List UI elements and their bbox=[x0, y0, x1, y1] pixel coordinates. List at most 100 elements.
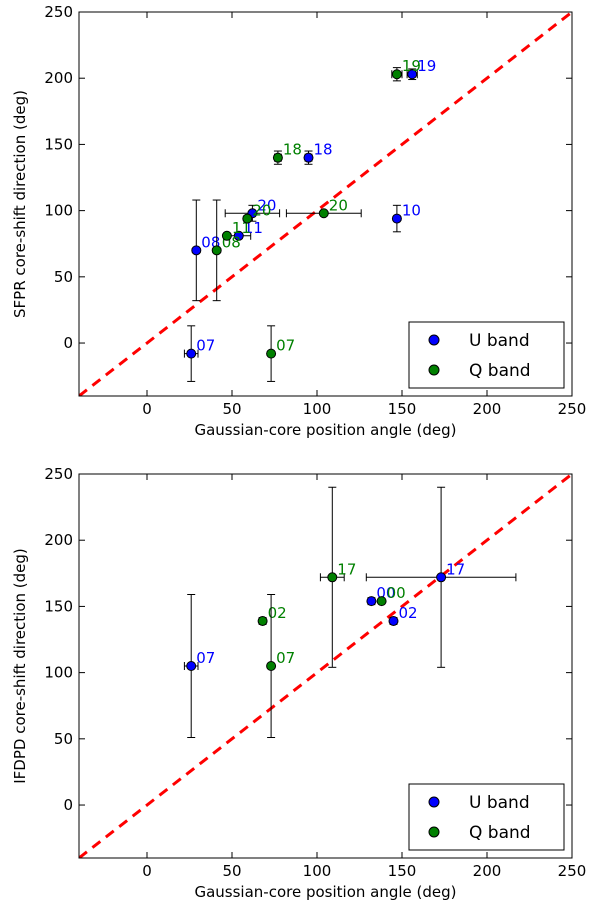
point-label: 07 bbox=[276, 649, 295, 667]
legend: U band Q band bbox=[408, 783, 565, 851]
point-label: 07 bbox=[196, 649, 215, 667]
data-point: 07 bbox=[266, 593, 295, 739]
plot-frame bbox=[78, 11, 573, 397]
data-point: 08 bbox=[191, 199, 220, 302]
x-tick-label: 100 bbox=[303, 400, 332, 418]
point-marker bbox=[436, 572, 447, 583]
x-tick-label: 150 bbox=[388, 400, 417, 418]
point-marker bbox=[391, 213, 402, 224]
y-tick-label: 50 bbox=[54, 730, 73, 748]
data-point: 07 bbox=[183, 325, 215, 382]
point-marker bbox=[191, 245, 202, 256]
point-marker bbox=[388, 615, 399, 626]
data-point: 17 bbox=[365, 486, 517, 668]
y-tick-label: 0 bbox=[63, 334, 73, 352]
point-marker bbox=[318, 208, 329, 219]
x-tick-label: 250 bbox=[558, 862, 587, 880]
y-tick-label: 250 bbox=[44, 3, 73, 21]
data-point: 08 bbox=[211, 199, 241, 302]
point-marker bbox=[186, 661, 197, 671]
legend-label: Q band bbox=[469, 361, 531, 381]
data-point: 10 bbox=[391, 202, 421, 233]
point-marker bbox=[366, 596, 377, 607]
y-tick-label: 50 bbox=[54, 268, 73, 286]
x-tick-label: 150 bbox=[388, 862, 417, 880]
point-label: 07 bbox=[276, 337, 295, 355]
point-label: 02 bbox=[399, 604, 418, 622]
y-axis-label: IFDPD core-shift direction (deg) bbox=[11, 548, 29, 784]
x-tick-label: 100 bbox=[303, 862, 332, 880]
data-point: 20 bbox=[285, 196, 362, 219]
data-point: 19 bbox=[406, 57, 436, 81]
point-label: 20 bbox=[329, 196, 348, 214]
point-label: 18 bbox=[283, 141, 302, 159]
point-label: 20 bbox=[252, 202, 271, 220]
x-tick-label: 50 bbox=[222, 400, 241, 418]
legend-label: Q band bbox=[469, 823, 531, 843]
x-tick-label: 200 bbox=[473, 400, 502, 418]
point-marker bbox=[407, 69, 418, 80]
point-label: 17 bbox=[337, 560, 356, 578]
x-tick-label: 50 bbox=[222, 862, 241, 880]
data-point: 07 bbox=[266, 325, 295, 382]
y-tick-label: 100 bbox=[44, 664, 73, 682]
data-point: 19 bbox=[391, 57, 421, 82]
legend-label: U band bbox=[469, 793, 530, 813]
legend-marker bbox=[428, 796, 440, 808]
data-point: 00 bbox=[376, 584, 406, 607]
legend-box bbox=[408, 321, 565, 389]
x-tick-label: 250 bbox=[558, 400, 587, 418]
data-point: 17 bbox=[319, 486, 356, 668]
y-tick-label: 100 bbox=[44, 202, 73, 220]
y-tick-label: 0 bbox=[63, 796, 73, 814]
point-marker bbox=[327, 572, 338, 583]
y-tick-label: 200 bbox=[44, 531, 73, 549]
point-label: 00 bbox=[387, 584, 406, 602]
legend-marker bbox=[428, 364, 440, 376]
point-label: 20 bbox=[257, 196, 276, 214]
point-label: 19 bbox=[417, 57, 436, 75]
plot-frame bbox=[78, 473, 573, 859]
x-tick-label: 0 bbox=[142, 400, 152, 418]
data-point: 20 bbox=[242, 202, 271, 224]
point-marker bbox=[233, 230, 244, 241]
point-marker bbox=[266, 348, 277, 359]
y-tick-label: 150 bbox=[44, 135, 73, 153]
point-marker bbox=[221, 230, 232, 241]
diagonal-line bbox=[79, 12, 572, 396]
data-point: 18 bbox=[303, 141, 333, 165]
legend: U band Q band bbox=[408, 321, 565, 389]
x-axis-label: Gaussian-core position angle (deg) bbox=[194, 883, 456, 901]
x-tick-label: 200 bbox=[473, 862, 502, 880]
legend-marker bbox=[428, 334, 440, 346]
point-label: 18 bbox=[314, 141, 333, 159]
point-label: 07 bbox=[196, 337, 215, 355]
point-marker bbox=[376, 596, 387, 607]
data-point: 02 bbox=[388, 604, 418, 626]
point-marker bbox=[211, 245, 222, 256]
point-marker bbox=[272, 152, 283, 163]
point-marker bbox=[257, 615, 268, 626]
legend-box bbox=[408, 783, 565, 851]
y-axis-label: SFPR core-shift direction (deg) bbox=[11, 90, 29, 318]
point-marker bbox=[266, 661, 277, 671]
data-point: 18 bbox=[272, 141, 302, 165]
point-label: 10 bbox=[402, 202, 421, 220]
data-point: 02 bbox=[257, 604, 287, 626]
data-point: 07 bbox=[183, 593, 215, 739]
x-tick-label: 0 bbox=[142, 862, 152, 880]
y-tick-label: 150 bbox=[44, 597, 73, 615]
point-label: 19 bbox=[402, 57, 421, 75]
point-label: 17 bbox=[446, 560, 465, 578]
point-marker bbox=[391, 69, 402, 80]
point-marker bbox=[303, 152, 314, 163]
x-axis-label: Gaussian-core position angle (deg) bbox=[194, 421, 456, 439]
legend-label: U band bbox=[469, 331, 530, 351]
data-point: 20 bbox=[224, 196, 281, 222]
y-tick-label: 200 bbox=[44, 69, 73, 87]
y-tick-label: 250 bbox=[44, 465, 73, 483]
legend-marker bbox=[428, 826, 440, 838]
